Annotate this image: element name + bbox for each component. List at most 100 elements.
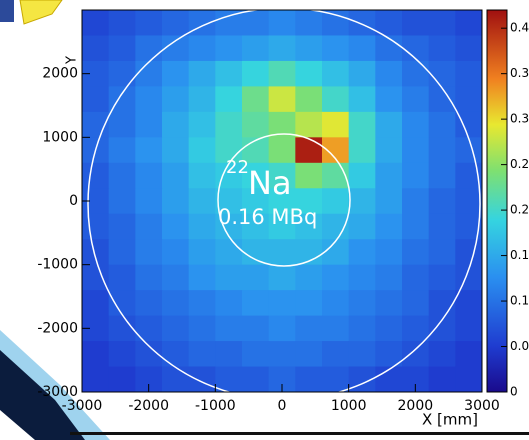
cell: [375, 264, 403, 291]
cell: [455, 188, 483, 215]
cell: [215, 111, 243, 138]
z-tick-label: 0.4: [510, 21, 529, 35]
cell: [348, 290, 376, 317]
cell: [295, 60, 323, 87]
cell: [322, 341, 350, 368]
cell: [135, 111, 163, 138]
cell: [322, 10, 350, 36]
cell: [428, 341, 456, 368]
cell: [295, 315, 323, 342]
cell: [135, 290, 163, 317]
x-axis-label: X [mm]: [422, 411, 478, 429]
cell: [242, 137, 270, 164]
cell: [348, 60, 376, 87]
cell: [82, 35, 110, 62]
cell: [215, 341, 243, 368]
cell: [242, 290, 270, 317]
cell: [455, 239, 483, 266]
cell: [108, 239, 136, 266]
cell: [162, 290, 190, 317]
cell: [295, 86, 323, 113]
cell: [242, 60, 270, 87]
z-tick-label: 0.1: [510, 248, 529, 262]
cell: [375, 239, 403, 266]
cell: [188, 35, 216, 62]
cell: [82, 290, 110, 317]
cell: [135, 264, 163, 291]
cell: [375, 315, 403, 342]
cell: [242, 315, 270, 342]
cell: [242, 239, 270, 266]
x-tick-label: -1000: [195, 398, 236, 414]
cell: [375, 86, 403, 113]
cell: [295, 264, 323, 291]
z-tick-label: 0.2: [510, 157, 529, 171]
cell: [188, 60, 216, 87]
cell: [188, 264, 216, 291]
cell: [295, 137, 323, 164]
cell: [455, 10, 483, 36]
cell: [108, 341, 136, 368]
cell: [162, 35, 190, 62]
cell: [162, 137, 190, 164]
cell: [455, 137, 483, 164]
cell: [428, 264, 456, 291]
cell: [428, 137, 456, 164]
cell: [322, 315, 350, 342]
cell: [428, 366, 456, 393]
cell: [455, 60, 483, 87]
cell: [108, 290, 136, 317]
cell: [375, 10, 403, 36]
cell: [268, 162, 296, 189]
y-axis-label: Y: [65, 56, 80, 65]
cell: [215, 137, 243, 164]
cell: [268, 60, 296, 87]
cell: [402, 35, 430, 62]
cell: [268, 213, 296, 240]
cell: [108, 10, 136, 36]
cell: [135, 10, 163, 36]
z-tick-label: 0.3: [510, 66, 529, 80]
cell: [455, 341, 483, 368]
cell: [402, 86, 430, 113]
cell: [295, 10, 323, 36]
cell: [188, 137, 216, 164]
cell: [188, 111, 216, 138]
cell: [82, 213, 110, 240]
cell: [82, 239, 110, 266]
cell: [162, 111, 190, 138]
cell: [455, 86, 483, 113]
cell: [162, 60, 190, 87]
cell: [295, 213, 323, 240]
cell: [348, 162, 376, 189]
cell: [322, 264, 350, 291]
cell: [322, 290, 350, 317]
cell: [215, 188, 243, 215]
cell: [428, 290, 456, 317]
cell: [242, 213, 270, 240]
cell: [188, 290, 216, 317]
isotope-mass: 22: [226, 157, 249, 178]
cell: [268, 137, 296, 164]
cell: [402, 60, 430, 87]
cell: [268, 315, 296, 342]
cell: [348, 35, 376, 62]
y-tick-label: -2000: [37, 320, 78, 336]
cell: [188, 366, 216, 393]
cell: [295, 188, 323, 215]
cell: [322, 162, 350, 189]
cell: [215, 366, 243, 393]
cell: [242, 264, 270, 291]
cell: [428, 162, 456, 189]
cell: [188, 86, 216, 113]
y-tick-label: 0: [69, 193, 78, 209]
z-tick-label: 0.0: [510, 339, 529, 353]
cell: [162, 86, 190, 113]
cell: [268, 341, 296, 368]
cell: [375, 137, 403, 164]
cell: [108, 213, 136, 240]
cell: [375, 162, 403, 189]
cell: [162, 213, 190, 240]
cell: [108, 162, 136, 189]
cell: [108, 366, 136, 393]
